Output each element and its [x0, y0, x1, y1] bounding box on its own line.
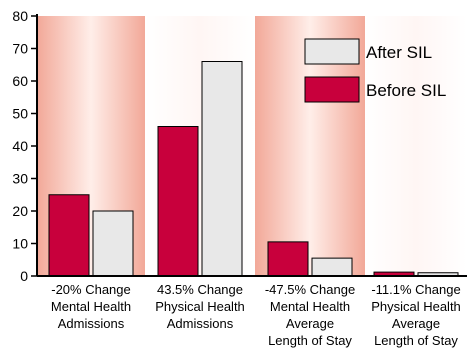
bar-after-sil-2: [201, 61, 243, 277]
legend-swatch: [304, 38, 360, 65]
y-tick-label: 80: [12, 8, 28, 24]
bar-marks: [48, 61, 459, 277]
bar-before-sil-3: [267, 241, 309, 277]
category-label-4: -11.1% Change Physical Health Average Lengt…: [371, 282, 461, 348]
category-label-line: Length of Stay: [268, 333, 352, 348]
y-tick-label: 20: [12, 203, 28, 219]
bar-before-sil-2: [157, 126, 199, 277]
legend-item-after-sil: After SIL: [304, 38, 432, 65]
legend: After SIL Before SIL: [304, 38, 446, 103]
legend-swatch: [304, 76, 360, 103]
category-label-1: -20% Change Mental Health Admissions: [51, 282, 131, 331]
category-label-line: Physical Health: [155, 299, 245, 314]
y-axis: 0 10 20 30 40 50 60 70 80: [12, 8, 467, 284]
category-label-line: Physical Health: [371, 299, 461, 314]
legend-label: Before SIL: [366, 81, 446, 100]
category-label-line: Admissions: [167, 316, 234, 331]
y-tick-label: 10: [12, 236, 28, 252]
category-label-line: -11.1% Change: [371, 282, 460, 297]
legend-item-before-sil: Before SIL: [304, 76, 446, 103]
y-tick-label: 70: [12, 41, 28, 57]
category-label-line: Length of Stay: [374, 333, 458, 348]
category-label-3: -47.5% Change Mental Health Average Length …: [265, 282, 355, 348]
category-panel-4: [365, 16, 467, 276]
y-tick-label: 60: [12, 73, 28, 89]
category-label-line: -47.5% Change: [265, 282, 355, 297]
bar-after-sil-3: [311, 257, 353, 277]
bar-before-sil-1: [48, 194, 90, 277]
category-label-line: Average: [286, 316, 334, 331]
category-label-line: Admissions: [58, 316, 125, 331]
y-tick-label: 0: [20, 268, 28, 284]
category-label-line: -20% Change: [51, 282, 131, 297]
legend-label: After SIL: [366, 43, 432, 62]
y-tick-label: 30: [12, 171, 28, 187]
y-tick-label: 40: [12, 138, 28, 154]
y-tick-label: 50: [12, 106, 28, 122]
category-label-2: 43.5% Change Physical Health Admissions: [155, 282, 245, 331]
category-label-line: Mental Health: [51, 299, 131, 314]
bar-after-sil-1: [92, 210, 134, 277]
category-label-line: Mental Health: [270, 299, 350, 314]
category-label-line: 43.5% Change: [157, 282, 243, 297]
category-label-line: Average: [392, 316, 440, 331]
